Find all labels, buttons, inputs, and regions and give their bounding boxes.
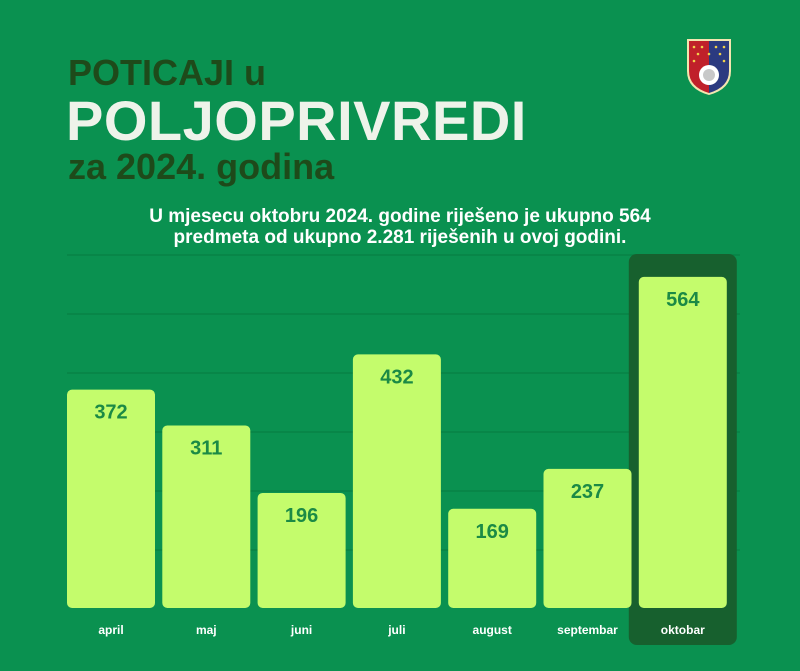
bar-august [448,508,537,608]
bar-juli [352,354,441,608]
bar-maj [162,425,251,608]
bar-oktobar [638,276,727,608]
category-label-oktobar: oktobar [661,623,705,637]
value-label-juli: 432 [380,366,413,388]
category-label-septembar: septembar [557,623,618,637]
bar-april [67,389,155,608]
value-label-maj: 311 [190,437,222,459]
title-line-1: POTICAJI u [68,52,267,93]
value-label-septembar: 237 [571,481,604,503]
subtitle: U mjesecu oktobru 2024. godine riješeno … [90,206,710,248]
subtitle-line-2: predmeta od ukupno 2.281 riješenih u ovo… [173,227,627,248]
subtitle-line-1: U mjesecu oktobru 2024. godine riješeno … [149,206,651,227]
category-label-maj: maj [196,623,217,637]
bar-juni [257,492,346,608]
value-label-august: 169 [476,521,509,543]
value-label-oktobar: 564 [666,289,700,311]
bar-septembar [543,468,632,608]
title-line-3: za 2024. godina [68,146,335,187]
coat-of-arms-logo [687,39,731,95]
title-line-2: POLJOPRIVREDI [66,89,527,152]
value-label-april: 372 [94,402,127,424]
category-label-juni: juni [290,623,312,637]
value-label-juni: 196 [285,505,318,527]
category-label-juli: juli [387,623,405,637]
category-label-april: april [98,623,123,637]
category-label-august: august [473,623,512,637]
